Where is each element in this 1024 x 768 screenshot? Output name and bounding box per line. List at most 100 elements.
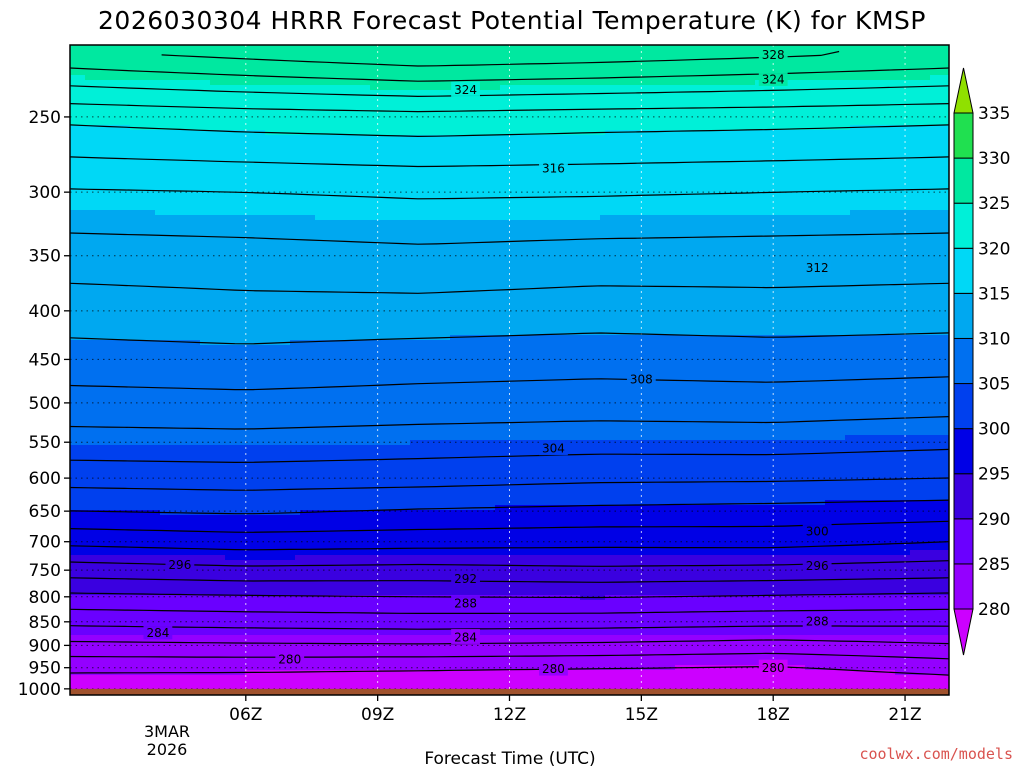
contour-fill-cell xyxy=(830,180,836,186)
contour-fill-cell xyxy=(530,85,536,91)
contour-fill-cell xyxy=(455,125,461,131)
contour-fill-cell xyxy=(485,170,491,176)
contour-fill-cell xyxy=(205,140,211,146)
contour-fill-cell xyxy=(70,70,76,76)
contour-fill-cell xyxy=(690,80,696,86)
contour-fill-cell xyxy=(105,105,111,111)
contour-fill-cell xyxy=(310,150,316,156)
contour-fill-cell xyxy=(905,50,911,56)
contour-fill-cell xyxy=(525,115,531,121)
contour-fill-cell xyxy=(120,55,126,61)
contour-fill-cell xyxy=(925,135,931,141)
contour-fill-cell xyxy=(355,85,361,91)
contour-fill-cell xyxy=(360,170,366,176)
contour-fill-cell xyxy=(190,155,196,161)
contour-fill-cell xyxy=(100,170,106,176)
contour-fill-cell xyxy=(845,75,851,81)
contour-fill-cell xyxy=(855,50,861,56)
contour-fill-cell xyxy=(205,65,211,71)
contour-fill-cell xyxy=(345,180,351,186)
contour-fill-cell xyxy=(825,120,831,126)
contour-fill-cell xyxy=(810,120,816,126)
contour-fill-cell xyxy=(680,100,686,106)
contour-fill-cell xyxy=(300,175,306,181)
contour-fill-cell xyxy=(420,150,426,156)
contour-fill-cell xyxy=(760,130,766,136)
contour-fill-cell xyxy=(885,125,891,131)
contour-fill-cell xyxy=(230,160,236,166)
contour-fill-cell xyxy=(260,125,266,131)
contour-fill-cell xyxy=(600,110,606,116)
contour-fill-cell xyxy=(705,110,711,116)
contour-fill-cell xyxy=(355,180,361,186)
contour-fill-cell xyxy=(615,100,621,106)
contour-fill-cell xyxy=(155,90,161,96)
contour-fill-cell xyxy=(205,70,211,76)
contour-fill-cell xyxy=(595,110,601,116)
contour-fill-cell xyxy=(195,50,201,56)
contour-fill-cell xyxy=(385,90,391,96)
contour-fill-cell xyxy=(660,95,666,101)
contour-fill-cell xyxy=(545,80,551,86)
contour-fill-cell xyxy=(415,140,421,146)
contour-fill-cell xyxy=(780,115,786,121)
contour-fill-cell xyxy=(510,115,516,121)
contour-fill-cell xyxy=(890,170,896,176)
contour-fill-cell xyxy=(180,150,186,156)
contour-fill-cell xyxy=(685,60,691,66)
contour-fill-cell xyxy=(935,170,941,176)
contour-fill-cell xyxy=(440,100,446,106)
contour-fill-cell xyxy=(895,105,901,111)
contour-fill-cell xyxy=(560,110,566,116)
contour-fill-cell xyxy=(485,80,491,86)
contour-fill-cell xyxy=(290,145,296,151)
contour-fill-cell xyxy=(350,135,356,141)
contour-fill-cell xyxy=(790,65,796,71)
contour-fill-cell xyxy=(675,170,681,176)
contour-fill-cell xyxy=(710,80,716,86)
contour-fill-cell xyxy=(280,115,286,121)
contour-fill-cell xyxy=(175,145,181,151)
contour-fill-cell xyxy=(75,145,81,151)
contour-fill-cell xyxy=(570,55,576,61)
contour-fill-cell xyxy=(230,65,236,71)
contour-fill-cell xyxy=(70,80,76,86)
contour-fill-cell xyxy=(915,90,921,96)
contour-fill-cell xyxy=(605,155,611,161)
contour-fill-cell xyxy=(880,95,886,101)
contour-fill-cell xyxy=(655,115,661,121)
contour-fill-cell xyxy=(300,80,306,86)
contour-fill-cell xyxy=(915,95,921,101)
contour-fill-cell xyxy=(415,110,421,116)
contour-fill-cell xyxy=(355,170,361,176)
contour-fill-cell xyxy=(670,135,676,141)
contour-fill-cell xyxy=(780,150,786,156)
contour-fill-cell xyxy=(215,45,221,51)
contour-fill-cell xyxy=(260,155,266,161)
contour-fill-cell xyxy=(485,85,491,91)
contour-fill-cell xyxy=(860,130,866,136)
contour-fill-cell xyxy=(195,135,201,141)
contour-fill-cell xyxy=(500,45,506,51)
contour-fill-cell xyxy=(885,75,891,81)
contour-fill-cell xyxy=(740,85,746,91)
contour-fill-cell xyxy=(380,85,386,91)
contour-fill-cell xyxy=(700,140,706,146)
contour-fill-cell xyxy=(670,65,676,71)
contour-fill-cell xyxy=(200,155,206,161)
contour-fill-cell xyxy=(90,170,96,176)
contour-fill-cell xyxy=(605,160,611,166)
contour-fill-cell xyxy=(250,95,256,101)
contour-fill-cell xyxy=(160,90,166,96)
contour-fill-cell xyxy=(590,115,596,121)
contour-fill-cell xyxy=(600,140,606,146)
contour-fill-cell xyxy=(400,70,406,76)
contour-fill-cell xyxy=(695,60,701,66)
contour-fill-cell xyxy=(640,85,646,91)
contour-fill-cell xyxy=(200,165,206,171)
contour-fill-cell xyxy=(450,180,456,186)
contour-fill-cell xyxy=(640,80,646,86)
contour-fill-cell xyxy=(100,135,106,141)
contour-fill-cell xyxy=(555,85,561,91)
contour-fill-cell xyxy=(70,55,76,61)
